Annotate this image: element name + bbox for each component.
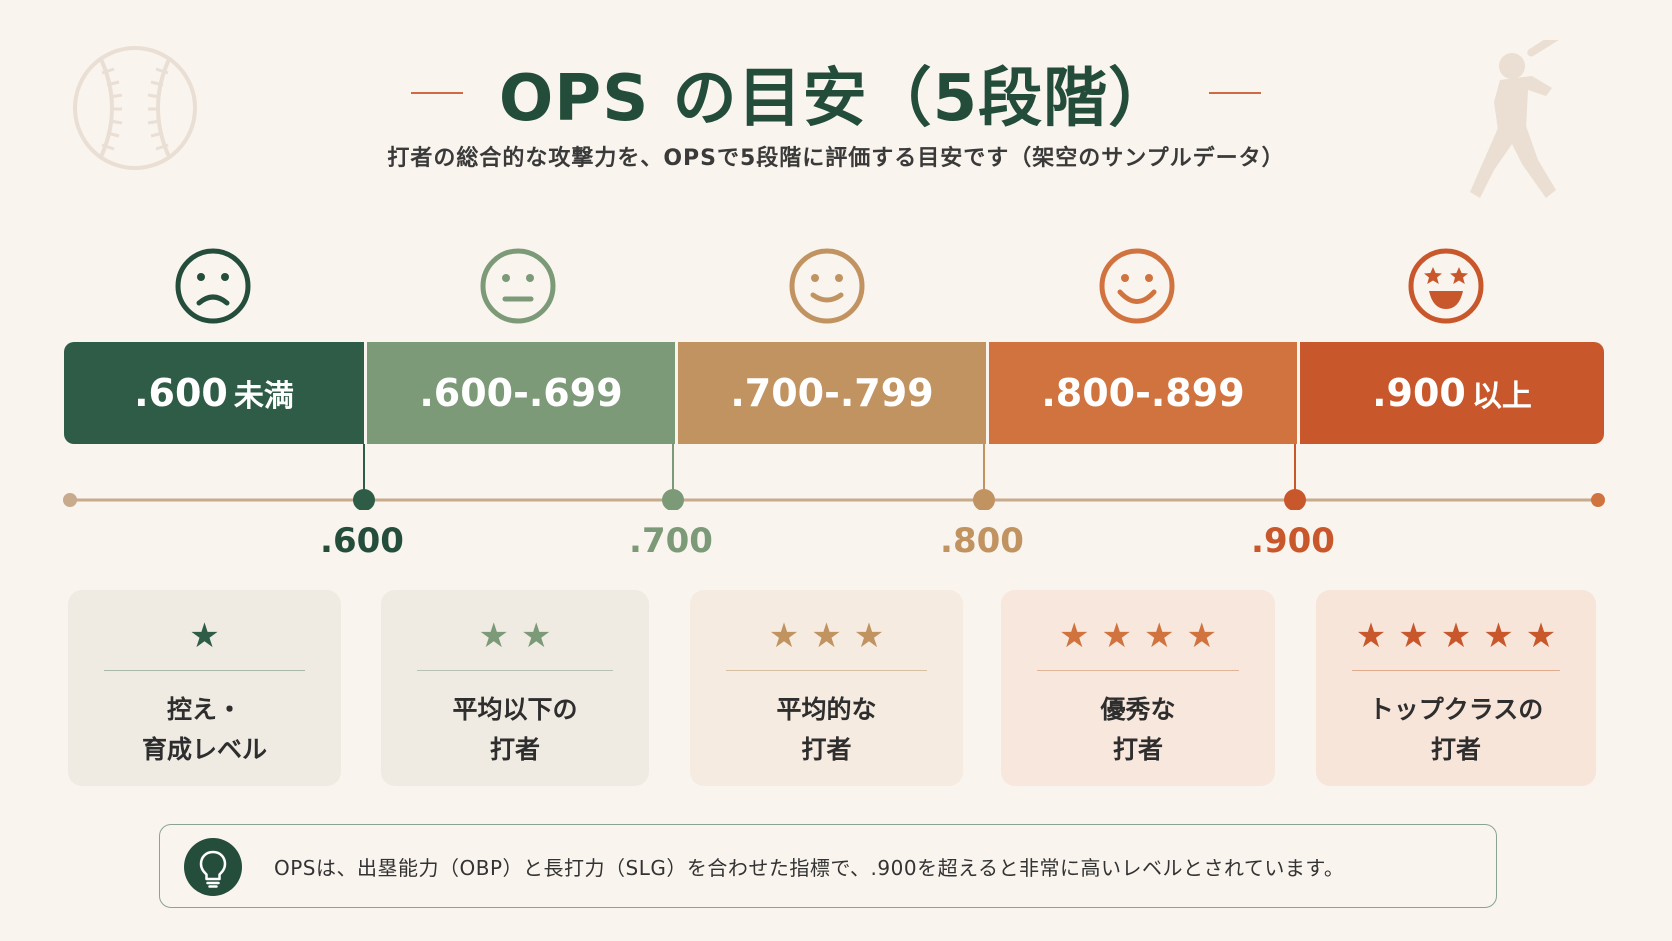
marker-dot-700 xyxy=(662,489,684,510)
marker-dot-600 xyxy=(353,489,375,510)
star-rating-icon: ★★ xyxy=(478,616,564,656)
info-note: OPSは、出塁能力（OBP）と長打力（SLG）を合わせた指標で、.900を超える… xyxy=(159,824,1497,908)
level-card-5: ★★★★★ トップクラスの 打者 xyxy=(1316,590,1596,786)
description-line-1: 平均以下の xyxy=(452,695,578,724)
range-segment-4: .800-.899 xyxy=(986,342,1297,444)
card-divider xyxy=(1352,670,1560,671)
description-line-2: 打者 xyxy=(1112,735,1163,764)
description-line-1: 控え・ xyxy=(166,695,242,724)
title-left-rule xyxy=(410,92,463,94)
axis-start-dot xyxy=(63,493,77,507)
description-line-2: 育成レベル xyxy=(141,735,267,764)
title-right-rule xyxy=(1209,92,1262,94)
card-divider xyxy=(1037,670,1239,671)
marker-dot-800 xyxy=(973,489,995,510)
lightbulb-icon xyxy=(184,838,242,896)
description-line-2: 打者 xyxy=(1430,735,1481,764)
smile-face-icon xyxy=(789,248,865,324)
range-label: .800-.899 xyxy=(1041,371,1245,415)
description-line-2: 打者 xyxy=(489,735,540,764)
level-card-4: ★★★★ 優秀な 打者 xyxy=(1001,590,1275,786)
level-description: 平均的な 打者 xyxy=(690,690,963,770)
range-segment-1: .600 未満 xyxy=(64,342,364,444)
star-rating-icon: ★★★ xyxy=(768,616,897,656)
range-label: .600 xyxy=(134,371,228,415)
level-description: 平均以下の 打者 xyxy=(381,690,649,770)
note-text: OPSは、出塁能力（OBP）と長打力（SLG）を合わせた指標で、.900を超える… xyxy=(274,856,1345,880)
level-description: 控え・ 育成レベル xyxy=(68,690,341,770)
threshold-label-700: .700 xyxy=(629,521,713,561)
star-rating-icon: ★ xyxy=(189,616,232,656)
card-divider xyxy=(104,670,305,671)
sad-face-icon xyxy=(175,248,251,324)
page-subtitle: 打者の総合的な攻撃力を、OPSで5段階に評価する目安です（架空のサンプルデータ） xyxy=(387,146,1285,171)
level-card-1: ★ 控え・ 育成レベル xyxy=(68,590,341,786)
title-row: OPS の目安（5段階） xyxy=(0,48,1672,138)
range-segment-3: .700-.799 xyxy=(675,342,986,444)
threshold-axis xyxy=(63,444,1605,510)
range-label: .900 xyxy=(1372,371,1466,415)
range-label: .600-.699 xyxy=(419,371,623,415)
range-suffix: 未満 xyxy=(233,379,294,414)
threshold-label-800: .800 xyxy=(940,521,1024,561)
description-line-1: トップクラスの xyxy=(1368,695,1544,724)
page-title: OPS の目安（5段階） xyxy=(498,62,1174,136)
level-card-2: ★★ 平均以下の 打者 xyxy=(381,590,649,786)
axis-end-dot xyxy=(1591,493,1605,507)
level-card-3: ★★★ 平均的な 打者 xyxy=(690,590,963,786)
range-segment-2: .600-.699 xyxy=(364,342,675,444)
description-line-2: 打者 xyxy=(801,735,852,764)
ops-range-bar: .600 未満 .600-.699 .700-.799 .800-.899 .90… xyxy=(64,342,1604,444)
description-line-1: 平均的な xyxy=(776,695,877,724)
marker-dot-900 xyxy=(1284,489,1306,510)
range-label: .700-.799 xyxy=(730,371,934,415)
level-description: トップクラスの 打者 xyxy=(1316,690,1596,770)
threshold-label-900: .900 xyxy=(1251,521,1335,561)
baseball-icon xyxy=(73,46,197,170)
neutral-face-icon xyxy=(480,248,556,324)
card-divider xyxy=(417,670,613,671)
threshold-label-600: .600 xyxy=(320,521,404,561)
description-line-1: 優秀な xyxy=(1100,695,1176,724)
star-eyes-face-icon xyxy=(1408,248,1484,324)
batter-silhouette-icon xyxy=(1470,40,1588,198)
star-rating-icon: ★★★★★ xyxy=(1355,616,1569,656)
level-description: 優秀な 打者 xyxy=(1001,690,1275,770)
card-divider xyxy=(726,670,927,671)
star-rating-icon: ★★★★ xyxy=(1059,616,1229,656)
happy-face-icon xyxy=(1099,248,1175,324)
range-segment-5: .900 以上 xyxy=(1297,342,1604,444)
range-suffix: 以上 xyxy=(1471,379,1532,414)
